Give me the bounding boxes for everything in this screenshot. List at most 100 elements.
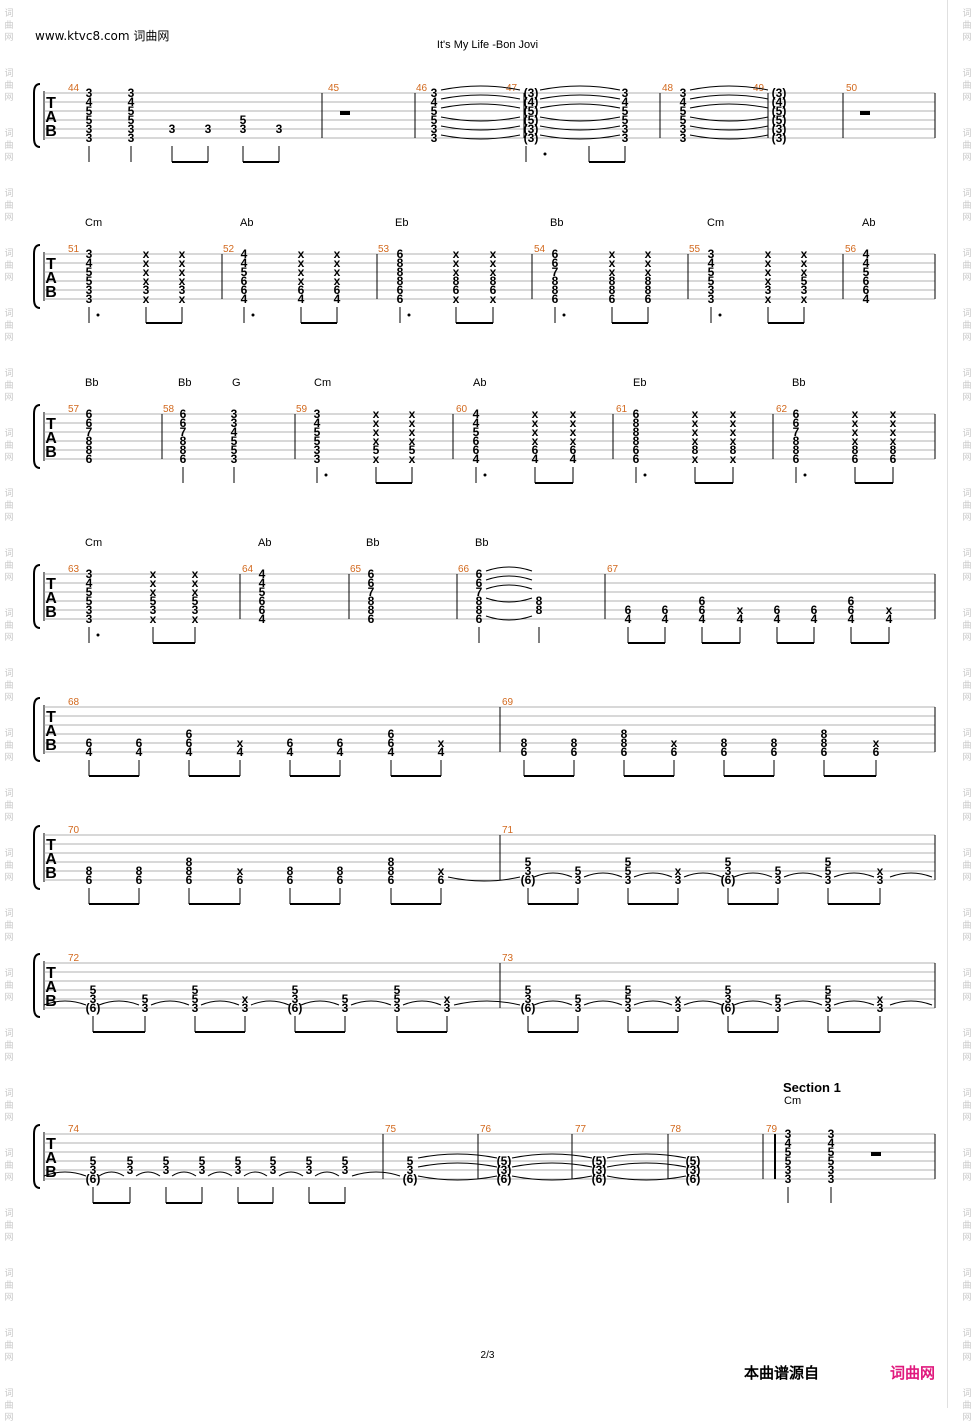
fret-number: 4 — [708, 256, 715, 270]
fret-number: 5 — [306, 1154, 313, 1168]
measure-number: 50 — [846, 83, 858, 94]
fret-number: 5 — [680, 113, 687, 127]
watermark-text: 词曲网 — [4, 909, 14, 943]
fret-number: 8 — [490, 274, 497, 288]
fret-number: 5 — [241, 265, 248, 279]
fret-number: 6 — [86, 452, 93, 466]
rhythm-dot — [96, 313, 100, 317]
fret-number: 6 — [793, 452, 800, 466]
fret-number: x — [298, 256, 305, 270]
tie-arc — [485, 566, 533, 572]
fret-number: 8 — [730, 443, 737, 457]
fret-number: 8 — [552, 283, 559, 297]
fret-number: 6 — [645, 292, 652, 306]
fret-number: 3 — [143, 283, 150, 297]
fret-number: 5 — [314, 425, 321, 439]
fret-number: x — [150, 567, 157, 581]
fret-number: 3 — [828, 1127, 835, 1141]
fret-number: 5 — [622, 104, 629, 118]
measure-number: 46 — [416, 83, 428, 94]
fret-number: 3 — [725, 992, 732, 1006]
brand-logo[interactable]: 词曲网 — [890, 1364, 936, 1382]
fret-number: 6 — [811, 603, 818, 617]
tie-arc — [511, 1162, 593, 1168]
fret-number: 6 — [633, 407, 640, 421]
fret-number: 5 — [199, 1154, 206, 1168]
fret-number: x — [373, 434, 380, 448]
fret-number: 3 — [407, 1163, 414, 1177]
tab-clef-letter: T — [46, 837, 56, 854]
fret-number: 6 — [136, 873, 143, 887]
chord-name: Bb — [85, 377, 98, 389]
fret-number: 4 — [136, 745, 143, 759]
fret-number: 3 — [306, 1163, 313, 1177]
fret-number: 5 — [825, 983, 832, 997]
fret-number: 4 — [86, 745, 93, 759]
fret-number: 5 — [86, 594, 93, 608]
fret-number: 8 — [793, 434, 800, 448]
fret-number: x — [692, 434, 699, 448]
fret-number: 5 — [86, 113, 93, 127]
fret-number: 6 — [397, 283, 404, 297]
fret-number: 4 — [622, 95, 629, 109]
fret-number: 5 — [342, 992, 349, 1006]
fret-number: x — [334, 256, 341, 270]
fret-number: 4 — [532, 452, 539, 466]
tab-clef-letter: A — [45, 1150, 57, 1167]
system-bracket — [33, 404, 41, 469]
fret-number: 8 — [821, 727, 828, 741]
tab-clef-letter: A — [45, 270, 57, 287]
fret-number: 6 — [337, 736, 344, 750]
fret-number: 3 — [314, 443, 321, 457]
tie-arc — [417, 1153, 498, 1159]
tab-clef-letter: B — [45, 604, 57, 621]
watermark-text: 词曲网 — [4, 669, 14, 703]
fret-number: 6 — [671, 745, 678, 759]
rhythm-dot — [562, 313, 566, 317]
fret-number: 8 — [633, 434, 640, 448]
fret-number: 5 — [314, 434, 321, 448]
tie-arc — [689, 85, 769, 91]
chord-name: Cm — [314, 377, 331, 389]
fret-number: 5 — [775, 864, 782, 878]
measure-number: 78 — [670, 1124, 682, 1135]
tie-arc — [606, 1162, 687, 1168]
watermark-text: 词曲网 — [4, 1029, 14, 1063]
fret-number: 5 — [828, 1154, 835, 1168]
fret-number: (6) — [686, 1172, 701, 1186]
watermark-text: 词曲网 — [4, 369, 14, 403]
fret-number: x — [150, 612, 157, 626]
rhythm-dot — [718, 313, 722, 317]
rest-symbol — [860, 111, 870, 115]
fret-number: x — [675, 864, 682, 878]
fret-number: 6 — [532, 443, 539, 457]
site-url[interactable]: www.ktvc8.com 词曲网 — [35, 29, 170, 43]
fret-number: x — [877, 992, 884, 1006]
watermark-text: 词曲网 — [962, 849, 972, 883]
watermark-text: 词曲网 — [4, 1149, 14, 1183]
fret-number: 6 — [721, 745, 728, 759]
fret-number: 3 — [292, 992, 299, 1006]
fret-number: x — [801, 247, 808, 261]
fret-number: x — [334, 247, 341, 261]
fret-number: x — [801, 265, 808, 279]
fret-number: 8 — [86, 864, 93, 878]
fret-number: 6 — [337, 873, 344, 887]
fret-number: x — [532, 434, 539, 448]
tab-clef-letter: B — [45, 123, 57, 140]
fret-number: 8 — [609, 283, 616, 297]
fret-number: 3 — [86, 283, 93, 297]
fret-number: 7 — [552, 265, 559, 279]
fret-number: 5 — [575, 864, 582, 878]
fret-number: x — [444, 992, 451, 1006]
fret-number: 3 — [625, 873, 632, 887]
fret-number: x — [409, 434, 416, 448]
watermark-text: 词曲网 — [962, 369, 972, 403]
watermark-text: 词曲网 — [4, 69, 14, 103]
measure-number: 55 — [689, 244, 701, 255]
fret-number: 4 — [699, 612, 706, 626]
fret-number: x — [179, 247, 186, 261]
fret-number: 3 — [575, 873, 582, 887]
fret-number: 6 — [86, 873, 93, 887]
watermark-text: 词曲网 — [962, 609, 972, 643]
